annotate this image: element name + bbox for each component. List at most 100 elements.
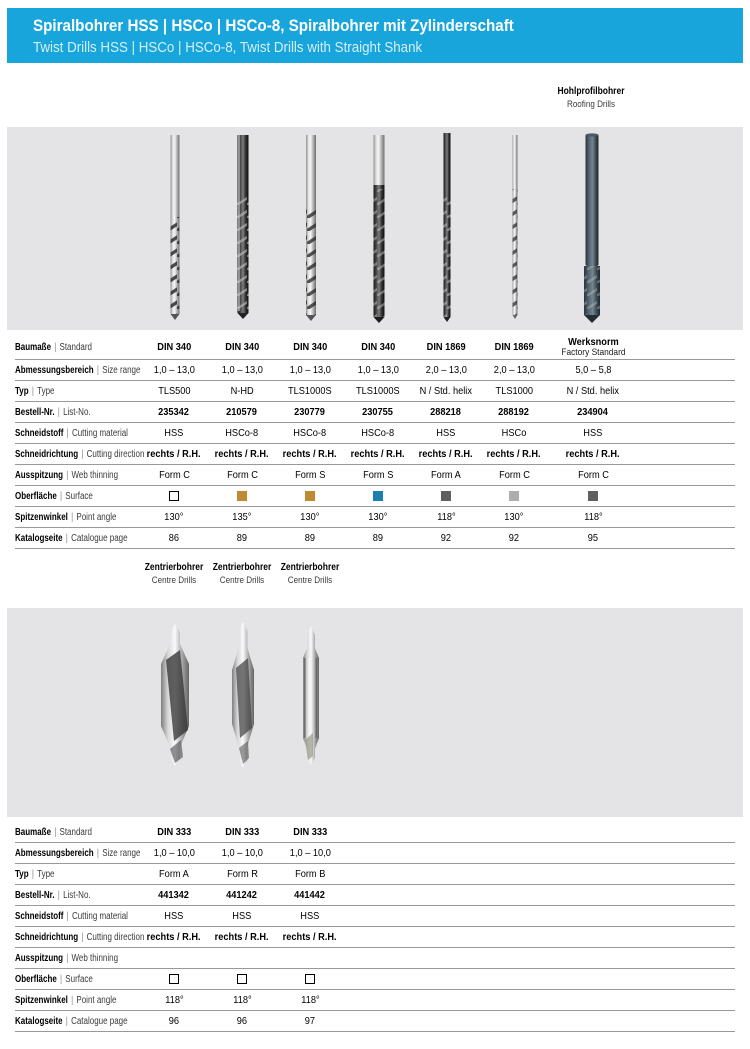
value-cell: 210579 — [208, 401, 276, 423]
table-row: Katalogseite | Catalogue page 96 96 97 — [15, 1010, 735, 1032]
value-cell: HSCo-8 — [208, 422, 276, 444]
value-cell — [344, 884, 412, 906]
value-cell: 1,0 – 13,0 — [344, 359, 412, 381]
value-text: TLS1000 — [495, 384, 533, 397]
value-text: TLS1000S — [288, 384, 332, 397]
page-header: Spiralbohrer HSS | HSCo | HSCo-8, Spiral… — [7, 8, 743, 63]
value-text: N / Std. helix — [419, 384, 473, 397]
value-text: DIN 1869 — [494, 341, 534, 354]
value-cell — [344, 842, 412, 864]
value-text: 210579 — [226, 405, 258, 418]
surface-cell — [480, 968, 548, 990]
value-subtext: Factory Standard — [560, 347, 626, 359]
value-text: Form C — [226, 468, 258, 481]
table-row: Bestell-Nr. | List-No. 235342 210579 230779 23… — [15, 401, 735, 423]
row-label: Typ | Type — [15, 863, 140, 885]
surface-swatch — [305, 491, 315, 502]
table-row: Oberfläche | Surface — [15, 968, 735, 990]
value-cell: rechts / R.H. — [140, 926, 208, 948]
value-text: 96 — [168, 1014, 180, 1027]
table-row: Schneidrichtung | Cutting direction rechts … — [15, 926, 735, 948]
value-cell: 89 — [276, 527, 344, 549]
surface-swatch — [441, 491, 451, 502]
label-separator: | — [65, 1016, 68, 1027]
value-cell: 1,0 – 13,0 — [140, 359, 208, 381]
centre-drills-label-en: Centre Drills — [287, 574, 333, 586]
row-label-de: Oberfläche — [15, 974, 57, 985]
centre-drill-1 — [161, 624, 189, 766]
row-label-de: Bestell-Nr. — [15, 406, 55, 418]
centre-drills-label-3: Zentrierbohrer Centre Drills — [270, 562, 350, 586]
value-text: HSS — [583, 426, 603, 439]
label-separator: | — [96, 364, 99, 376]
filler-cell — [638, 968, 735, 990]
label-separator: | — [66, 911, 69, 922]
surface-swatch — [237, 491, 247, 502]
row-label: Ausspitzung | Web thinning — [15, 464, 140, 486]
value-cell — [548, 1010, 638, 1032]
centre-drills-label-de: Zentrierbohrer — [144, 562, 204, 573]
row-label: Spitzenwinkel | Point angle — [15, 989, 140, 1011]
label-separator: | — [65, 532, 68, 544]
row-label-de: Schneidrichtung — [15, 448, 79, 460]
value-cell: rechts / R.H. — [344, 443, 412, 465]
filler-cell — [638, 401, 735, 423]
value-cell: 96 — [140, 1010, 208, 1032]
value-text: 118° — [300, 993, 320, 1006]
value-text: HSCo-8 — [225, 426, 259, 439]
value-text: HSS — [232, 909, 252, 922]
centre-drills-label-en: Centre Drills — [151, 574, 197, 586]
value-text: TLS1000S — [356, 384, 400, 397]
row-label-de: Baumaße — [15, 342, 52, 354]
value-cell: Form R — [208, 863, 276, 885]
row-label-en: Cutting direction — [86, 932, 145, 943]
value-cell: rechts / R.H. — [276, 926, 344, 948]
label-separator: | — [81, 448, 84, 460]
value-cell: rechts / R.H. — [208, 443, 276, 465]
row-label-de: Typ — [15, 385, 29, 397]
value-text: 1,0 – 13,0 — [221, 363, 263, 376]
row-label: Typ | Type — [15, 380, 140, 402]
value-text: Form C — [577, 468, 609, 481]
value-cell: 89 — [344, 527, 412, 549]
value-cell: 2,0 – 13,0 — [412, 359, 480, 381]
value-text: HSCo — [501, 426, 527, 439]
row-label: Bestell-Nr. | List-No. — [15, 884, 140, 906]
page-subtitle: Twist Drills HSS | HSCo | HSCo-8, Twist … — [33, 40, 423, 56]
value-text: DIN 333 — [157, 825, 191, 838]
filler-cell — [638, 989, 735, 1011]
twist-drill-3 — [306, 135, 316, 321]
value-text: 441242 — [226, 888, 258, 901]
row-label-en: Catalogue page — [71, 1016, 128, 1027]
row-label: Katalogseite | Catalogue page — [15, 527, 140, 549]
value-cell: N / Std. helix — [412, 380, 480, 402]
value-text: N / Std. helix — [566, 384, 620, 397]
value-text: rechts / R.H. — [283, 447, 337, 460]
value-cell: 288192 — [480, 401, 548, 423]
value-cell: 1,0 – 13,0 — [208, 359, 276, 381]
value-cell: rechts / R.H. — [276, 443, 344, 465]
row-label-en: Catalogue page — [71, 532, 128, 544]
filler-cell — [638, 422, 735, 444]
table-row: Oberfläche | Surface — [15, 485, 735, 507]
surface-cell — [276, 968, 344, 990]
value-text: 89 — [304, 531, 316, 544]
centre-drills-image — [7, 608, 743, 817]
row-label-en: Cutting direction — [86, 448, 145, 460]
value-text: Form C — [158, 468, 190, 481]
value-cell — [480, 926, 548, 948]
row-label-de: Katalogseite — [15, 1016, 63, 1027]
value-text: Form A — [431, 468, 461, 481]
value-cell: HSS — [208, 905, 276, 927]
value-cell: DIN 333 — [276, 822, 344, 843]
row-label-en: Type — [37, 385, 55, 397]
centre-drills-label-de: Zentrierbohrer — [280, 562, 340, 573]
value-text: HSCo-8 — [361, 426, 395, 439]
surface-swatch — [237, 974, 247, 985]
value-cell: 441242 — [208, 884, 276, 906]
row-label-en: Standard — [59, 342, 92, 354]
value-cell: 96 — [208, 1010, 276, 1032]
value-text: 118° — [436, 510, 456, 523]
value-text: 89 — [236, 531, 248, 544]
